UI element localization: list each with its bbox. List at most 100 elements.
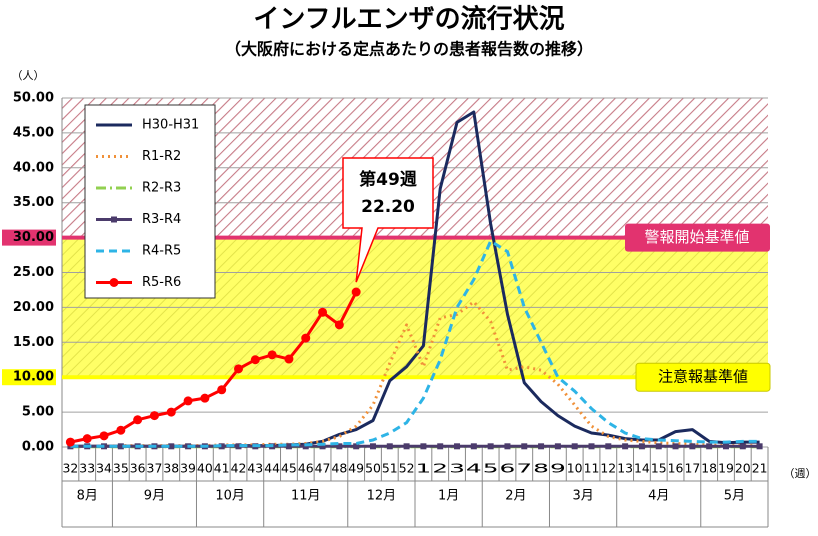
x-tick-label: 1 [416, 461, 432, 476]
x-tick-label: 7 [516, 461, 532, 476]
point [369, 443, 376, 450]
callout-title: 第49週 [359, 169, 417, 190]
threshold-label-box [625, 223, 770, 252]
y-tick-label: 45.00 [13, 125, 54, 140]
threshold-label: 警報開始基準値 [644, 228, 749, 246]
point [117, 443, 124, 450]
x-tick-label: 47 [315, 461, 331, 476]
point [655, 443, 662, 450]
point [706, 443, 713, 450]
point [756, 443, 763, 450]
point [571, 443, 578, 450]
x-tick-label: 33 [79, 461, 95, 476]
y-tick-label: 5.00 [22, 405, 54, 420]
x-tick-label: 6 [500, 461, 516, 476]
x-tick-label: 49 [348, 461, 364, 476]
y-tick-label: 25.00 [13, 265, 54, 280]
x-tick-label: 32 [63, 461, 79, 476]
point [487, 443, 494, 450]
x-tick-label: 3 [449, 461, 465, 476]
point [319, 443, 326, 450]
y-tick-label: 50.00 [13, 91, 54, 106]
point [250, 355, 260, 365]
month-label: 10月 [215, 489, 245, 504]
point [133, 415, 143, 425]
y-tick-label: 15.00 [13, 335, 54, 350]
point [386, 443, 393, 450]
x-tick-label: 46 [298, 461, 314, 476]
y-tick-label: 20.00 [13, 300, 54, 315]
legend-box [84, 104, 216, 299]
x-tick-label: 15 [651, 461, 667, 476]
x-tick-label: 2 [432, 461, 448, 476]
month-label: 5月 [724, 489, 745, 504]
x-tick-label: 41 [214, 461, 230, 476]
point [672, 443, 679, 450]
month-label: 4月 [648, 489, 669, 504]
point [739, 443, 746, 450]
point [336, 443, 343, 450]
tick-highlight [2, 369, 56, 386]
x-tick-label: 9 [550, 461, 566, 476]
point [284, 354, 294, 364]
point [437, 443, 444, 450]
point [504, 443, 511, 450]
point [183, 396, 193, 406]
point [588, 443, 595, 450]
legend-marker [109, 278, 119, 287]
point [200, 393, 210, 403]
x-tick-label: 17 [684, 461, 700, 476]
x-tick-label: 13 [617, 461, 633, 476]
x-tick-label: 12 [600, 461, 616, 476]
point [234, 364, 243, 374]
legend-label: R5-R6 [142, 275, 181, 290]
x-tick-label: 43 [247, 461, 263, 476]
point [521, 443, 528, 450]
x-tick-label: 4 [466, 461, 482, 476]
y-tick-label: 30.00 [13, 230, 54, 245]
point [622, 443, 629, 450]
legend-label: R1-R2 [142, 149, 181, 164]
series-line [70, 239, 760, 448]
point [82, 434, 92, 444]
x-tick-label: 50 [365, 461, 381, 476]
x-tick-label: 48 [331, 461, 347, 476]
point [638, 443, 645, 450]
y-tick-label: 0.00 [22, 440, 54, 455]
y-tick-label: 40.00 [13, 160, 54, 175]
point [218, 443, 225, 450]
month-label: 2月 [505, 489, 526, 504]
legend-marker [111, 216, 117, 223]
point [267, 350, 277, 360]
chart-title: インフルエンザの流行状況 [253, 4, 564, 35]
chart-subtitle: （大阪府における定点あたりの患者報告数の推移） [225, 40, 593, 59]
point [351, 287, 361, 297]
tick-highlight [2, 229, 56, 246]
x-tick-label: 8 [533, 461, 549, 476]
y-tick-label: 35.00 [13, 195, 54, 210]
x-tick-label: 40 [197, 461, 213, 476]
x-tick-label: 35 [113, 461, 129, 476]
x-tick-label: 42 [231, 461, 247, 476]
legend-label: R3-R4 [142, 212, 181, 227]
month-label: 9月 [144, 489, 165, 504]
x-tick-label: 14 [634, 461, 650, 476]
point [217, 385, 227, 395]
callout [342, 157, 434, 283]
point [318, 307, 328, 317]
point [689, 443, 696, 450]
month-label: 11月 [291, 489, 321, 504]
x-tick-label: 45 [281, 461, 297, 476]
x-tick-label: 39 [180, 461, 196, 476]
x-tick-label: 44 [264, 461, 280, 476]
x-tick-label: 19 [718, 461, 734, 476]
legend-label: R2-R3 [142, 181, 181, 196]
x-tick-label: 5 [483, 461, 499, 476]
point [605, 443, 612, 450]
x-tick-label: 36 [130, 461, 146, 476]
legend-label: H30-H31 [142, 118, 199, 133]
point [554, 443, 561, 450]
x-tick-label: 34 [96, 461, 112, 476]
x-tick-label: 20 [735, 461, 751, 476]
